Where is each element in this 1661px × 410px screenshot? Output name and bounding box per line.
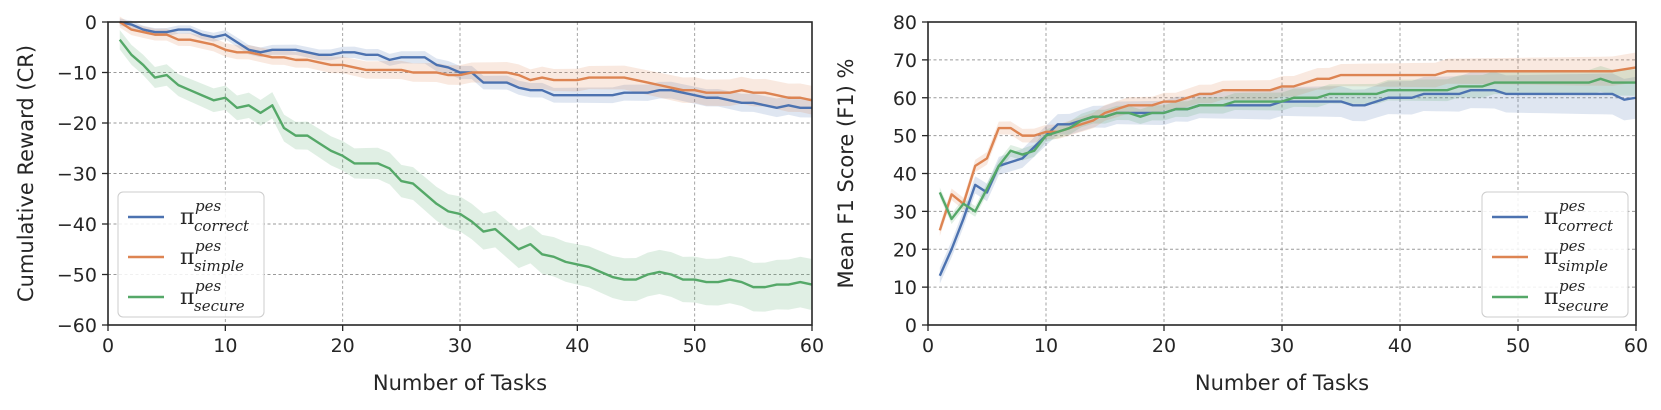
- legend-box: [117, 191, 265, 318]
- legend-subscript: simple: [194, 257, 244, 275]
- y-tick-label: −10: [57, 63, 97, 85]
- x-tick-label: 20: [1152, 335, 1176, 357]
- legend-item-correct: π pes correct: [1492, 197, 1614, 235]
- y-tick-label: 30: [893, 201, 917, 223]
- legend-subscript: secure: [194, 297, 245, 315]
- y-tick-label: −30: [57, 164, 97, 186]
- x-tick-label: 60: [1624, 335, 1648, 357]
- x-tick-label: 50: [1506, 335, 1530, 357]
- y-axis-title: Cumulative Reward (CR): [14, 45, 38, 302]
- x-tick-label: 50: [683, 335, 707, 357]
- x-axis-title: Number of Tasks: [373, 371, 547, 395]
- x-tick-label: 60: [800, 335, 824, 357]
- legend-superscript: pes: [1559, 277, 1585, 295]
- y-axis-title: Mean F1 Score (F1) %: [834, 59, 858, 289]
- x-tick-label: 30: [448, 335, 472, 357]
- y-tick-label: −40: [57, 214, 97, 236]
- x-tick-label: 40: [565, 335, 589, 357]
- legend-item-secure: π pes secure: [128, 277, 245, 315]
- legend-superscript: pes: [1559, 197, 1585, 215]
- legend-symbol: π: [180, 285, 194, 310]
- band-correct: [939, 71, 1636, 284]
- legend-superscript: pes: [195, 237, 221, 255]
- chart-panel-2: 0 10 20 30 40 50 60 0 10 20 30 40 50 60 70 80 Number of …: [834, 12, 1648, 395]
- y-tick-label: 80: [893, 12, 917, 34]
- x-tick-label: 0: [102, 335, 114, 357]
- legend-superscript: pes: [195, 197, 221, 215]
- series-line-simple: [119, 20, 813, 102]
- legend-symbol: π: [180, 205, 194, 230]
- legend-symbol: π: [1544, 205, 1558, 230]
- y-tick-label: −50: [57, 265, 97, 287]
- y-tick-label: 20: [893, 239, 917, 261]
- y-tick-label: −20: [57, 113, 97, 135]
- x-tick-label: 20: [331, 335, 355, 357]
- y-tick-label: 50: [893, 126, 917, 148]
- x-axis-title: Number of Tasks: [1195, 371, 1369, 395]
- y-tick-label: 60: [893, 88, 917, 110]
- chart-panel-1: 0 10 20 30 40 50 60 0 −10 −20 −30 −40 −50 −60 Number o…: [14, 12, 824, 395]
- legend-symbol: π: [180, 245, 194, 270]
- series-line-correct: [938, 88, 1637, 277]
- series-line-correct: [119, 20, 812, 110]
- y-tick-label: 70: [893, 50, 917, 72]
- legend-subscript: correct: [194, 217, 250, 235]
- series-line-secure: [938, 77, 1636, 221]
- x-tick-label: 40: [1388, 335, 1412, 357]
- y-tick-label: 0: [85, 12, 97, 34]
- legend-item-simple: π pes simple: [1492, 237, 1608, 275]
- y-tick-label: 0: [905, 315, 917, 337]
- legend-subscript: simple: [1558, 257, 1608, 275]
- legend-box: [1481, 191, 1629, 318]
- band-simple: [119, 16, 812, 115]
- legend-item-secure: π pes secure: [1492, 277, 1609, 315]
- series-line-secure: [118, 38, 813, 289]
- legend-symbol: π: [1544, 285, 1558, 310]
- legend-subscript: correct: [1558, 217, 1614, 235]
- legend-superscript: pes: [1559, 237, 1585, 255]
- legend-subscript: secure: [1558, 297, 1609, 315]
- x-tick-label: 10: [1034, 335, 1058, 357]
- y-tick-label: 40: [893, 164, 917, 186]
- x-tick-label: 10: [213, 335, 237, 357]
- y-tick-label: −60: [57, 315, 97, 337]
- legend-item-correct: π pes correct: [128, 197, 250, 235]
- y-tick-label: 10: [893, 277, 917, 299]
- legend-superscript: pes: [195, 277, 221, 295]
- x-tick-label: 30: [1270, 335, 1294, 357]
- legend-symbol: π: [1544, 245, 1558, 270]
- legend-item-simple: π pes simple: [128, 237, 244, 275]
- x-tick-label: 0: [922, 335, 934, 357]
